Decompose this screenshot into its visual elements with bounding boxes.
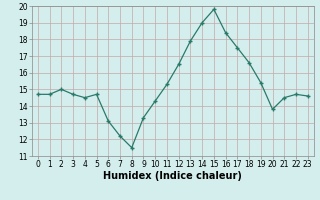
X-axis label: Humidex (Indice chaleur): Humidex (Indice chaleur) xyxy=(103,171,242,181)
